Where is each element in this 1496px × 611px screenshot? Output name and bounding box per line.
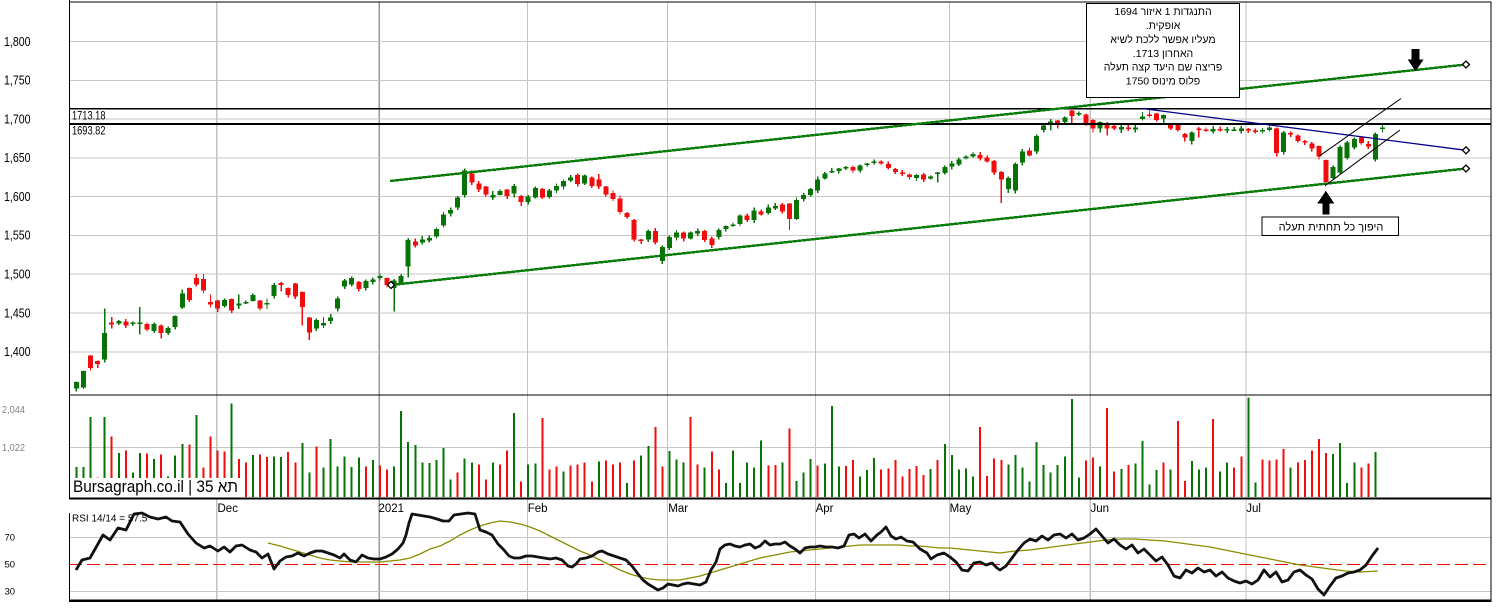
svg-text:פלוס מינוס 1750: פלוס מינוס 1750 xyxy=(1126,75,1200,87)
svg-text:האחרון 1713.: האחרון 1713. xyxy=(1133,48,1193,60)
svg-text:Bursagraph.co.il | 35 תא: Bursagraph.co.il | 35 תא xyxy=(73,478,238,496)
svg-text:אופקית.: אופקית. xyxy=(1146,20,1181,32)
svg-text:1,450: 1,450 xyxy=(4,306,31,320)
svg-text:1,700: 1,700 xyxy=(4,112,31,126)
svg-text:Feb: Feb xyxy=(528,503,548,515)
svg-text:1,650: 1,650 xyxy=(4,151,31,165)
svg-text:1,022: 1,022 xyxy=(2,442,25,454)
svg-text:1,600: 1,600 xyxy=(4,190,31,204)
svg-text:Jun: Jun xyxy=(1091,503,1110,515)
svg-text:1,800: 1,800 xyxy=(4,35,31,49)
svg-text:RSI 14/14 = 57.5: RSI 14/14 = 57.5 xyxy=(72,514,148,525)
svg-text:1713.18: 1713.18 xyxy=(72,108,106,122)
svg-text:50: 50 xyxy=(5,560,16,571)
svg-text:פריצה שם היעד קצה תעלה: פריצה שם היעד קצה תעלה xyxy=(1104,62,1223,74)
svg-text:Mar: Mar xyxy=(668,503,688,515)
svg-text:מעליו אפשר ללכת לשיא: מעליו אפשר ללכת לשיא xyxy=(1110,34,1215,46)
svg-text:1,500: 1,500 xyxy=(4,268,31,282)
svg-text:היפוך כל תחתית תעלה: היפוך כל תחתית תעלה xyxy=(1279,221,1384,234)
svg-text:May: May xyxy=(950,503,972,515)
svg-text:30: 30 xyxy=(5,587,16,598)
svg-text:התנגדות 1 איזור 1694: התנגדות 1 איזור 1694 xyxy=(1114,6,1211,18)
svg-text:2,044: 2,044 xyxy=(2,404,25,416)
svg-text:1,550: 1,550 xyxy=(4,229,31,243)
svg-text:1,400: 1,400 xyxy=(4,345,31,359)
svg-text:70: 70 xyxy=(5,533,16,544)
svg-text:2021: 2021 xyxy=(379,503,405,515)
svg-text:Apr: Apr xyxy=(816,503,834,515)
svg-text:Dec: Dec xyxy=(218,503,239,515)
svg-text:1693.82: 1693.82 xyxy=(72,123,106,137)
svg-text:1,750: 1,750 xyxy=(4,74,31,88)
svg-text:Jul: Jul xyxy=(1246,503,1261,515)
